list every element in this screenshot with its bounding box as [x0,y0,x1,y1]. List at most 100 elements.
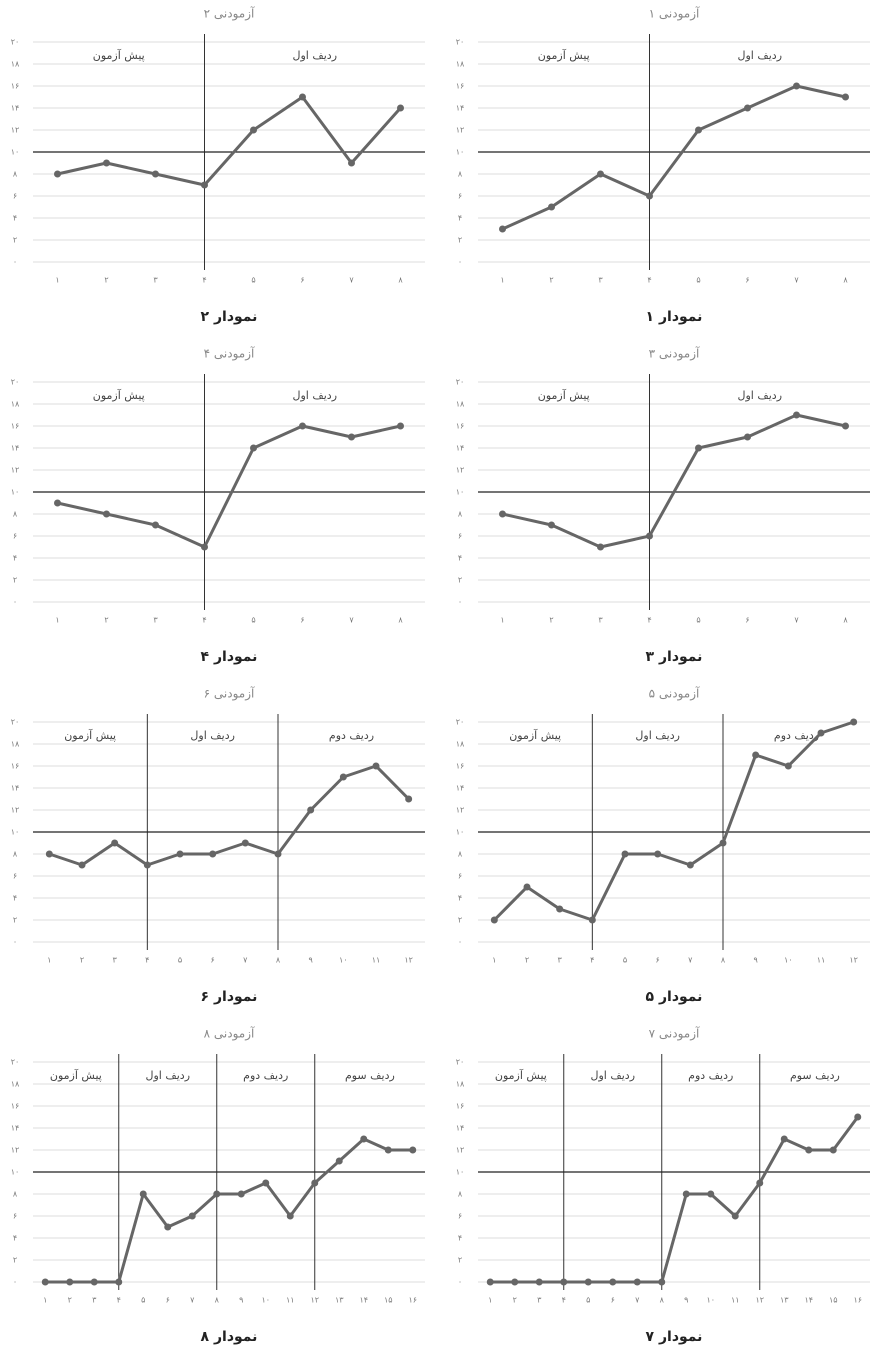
x-tick-label: ۲ [513,1296,517,1305]
x-tick-label: ۴ [647,616,651,625]
x-tick-label: ۵ [623,956,627,965]
y-tick-label: ۱۶ [456,422,465,431]
phase-label: ردیف دوم [329,729,374,742]
data-point [584,1278,592,1286]
x-tick-label: ۴ [202,616,206,625]
data-point [250,444,257,452]
phase-label: ردیف اول [737,49,782,62]
x-tick-label: ۶ [611,1296,615,1305]
y-tick-label: ۴ [13,1234,17,1243]
y-tick-label: ۲۰ [456,1058,465,1067]
data-point [793,411,800,419]
data-point [658,1278,666,1286]
x-tick-label: ۸ [843,616,848,625]
x-tick-label: ۵ [696,276,700,285]
x-tick-label: ۱ [47,956,51,965]
y-tick-label: ۴ [458,1234,462,1243]
x-tick-label: ۷ [190,1296,195,1305]
x-tick-label: ۴ [117,1296,121,1305]
data-point [213,1190,221,1198]
x-tick-label: ۱۰ [261,1296,270,1305]
y-tick-label: ۲ [13,916,17,925]
x-tick-label: ۳ [537,1296,542,1305]
chart-caption: نمودار ۱ [646,309,703,325]
x-tick-label: ۵ [251,616,255,625]
phase-label: ردیف اول [145,1069,190,1082]
data-line [493,720,855,922]
x-tick-label: ۷ [794,276,799,285]
data-point [360,1135,368,1143]
x-tick-label: ۴ [145,956,149,965]
data-point [115,1278,123,1286]
y-tick-label: ۴ [458,214,462,223]
data-point [556,905,564,913]
chart-caption: نمودار ۳ [646,649,703,665]
x-tick-label: ۴ [590,956,594,965]
x-tick-label: ۱۳ [780,1296,789,1305]
data-point [209,850,217,858]
x-tick-label: ۱۱ [731,1296,740,1305]
x-tick-label: ۴ [647,276,651,285]
data-point [633,1278,641,1286]
x-tick-label: ۱۰ [706,1296,715,1305]
y-tick-label: ۱۸ [456,1080,465,1089]
data-point [523,883,531,891]
x-tick-label: ۸ [721,956,726,965]
y-tick-label: ۶ [13,192,17,201]
y-tick-label: ۱۲ [456,1146,465,1155]
x-tick-label: ۲ [525,956,529,965]
y-tick-label: ۱۴ [11,1124,20,1133]
data-point [335,1157,343,1165]
data-point [597,543,604,551]
y-tick-label: ۶ [458,1212,462,1221]
y-tick-label: ۱۶ [456,82,465,91]
y-tick-label: ۲۰ [456,378,465,387]
phase-label: ردیف دوم [243,1069,288,1082]
data-point [307,806,315,814]
data-point [143,861,151,869]
data-point [311,1179,319,1187]
y-tick-label: ۲ [458,236,462,245]
y-tick-label: ۱۲ [11,126,20,135]
y-tick-label: ۱۴ [456,444,465,453]
y-tick-label: ۱۶ [11,422,20,431]
x-tick-label: ۱۱ [372,956,381,965]
y-tick-label: ۲ [13,1256,17,1265]
y-tick-label: ۱۸ [11,740,20,749]
y-tick-label: ۸ [13,510,18,519]
y-tick-label: ۱۸ [11,400,20,409]
x-tick-label: ۳ [598,276,603,285]
x-tick-label: ۱ [500,616,504,625]
phase-label: ردیف سوم [345,1069,395,1082]
data-point [842,422,849,430]
x-tick-label: ۵ [251,276,255,285]
data-point [54,170,61,178]
x-tick-label: ۷ [243,956,248,965]
y-tick-label: ۱۰ [11,488,20,497]
y-tick-label: ۰ [458,598,462,607]
data-point [372,762,380,770]
x-tick-label: ۲ [104,276,108,285]
y-tick-label: ۴ [13,214,17,223]
y-tick-label: ۲ [458,916,462,925]
x-tick-label: ۵ [696,616,700,625]
chart-title: آزمودنی ۸ [204,1026,255,1042]
y-tick-label: ۰ [13,258,17,267]
data-point [695,444,702,452]
x-tick-label: ۲ [80,956,84,965]
data-point [499,225,506,233]
data-line [502,413,846,549]
x-tick-label: ۱۲ [755,1296,764,1305]
phase-label: پیش آزمون [538,388,590,402]
data-point [111,839,119,847]
y-tick-label: ۲۰ [456,718,465,727]
data-point [201,181,208,189]
x-tick-label: ۸ [843,276,848,285]
data-point [756,1179,764,1187]
x-tick-label: ۷ [794,616,799,625]
x-tick-label: ۱۶ [853,1296,862,1305]
data-point [188,1212,196,1220]
data-point [695,126,702,134]
